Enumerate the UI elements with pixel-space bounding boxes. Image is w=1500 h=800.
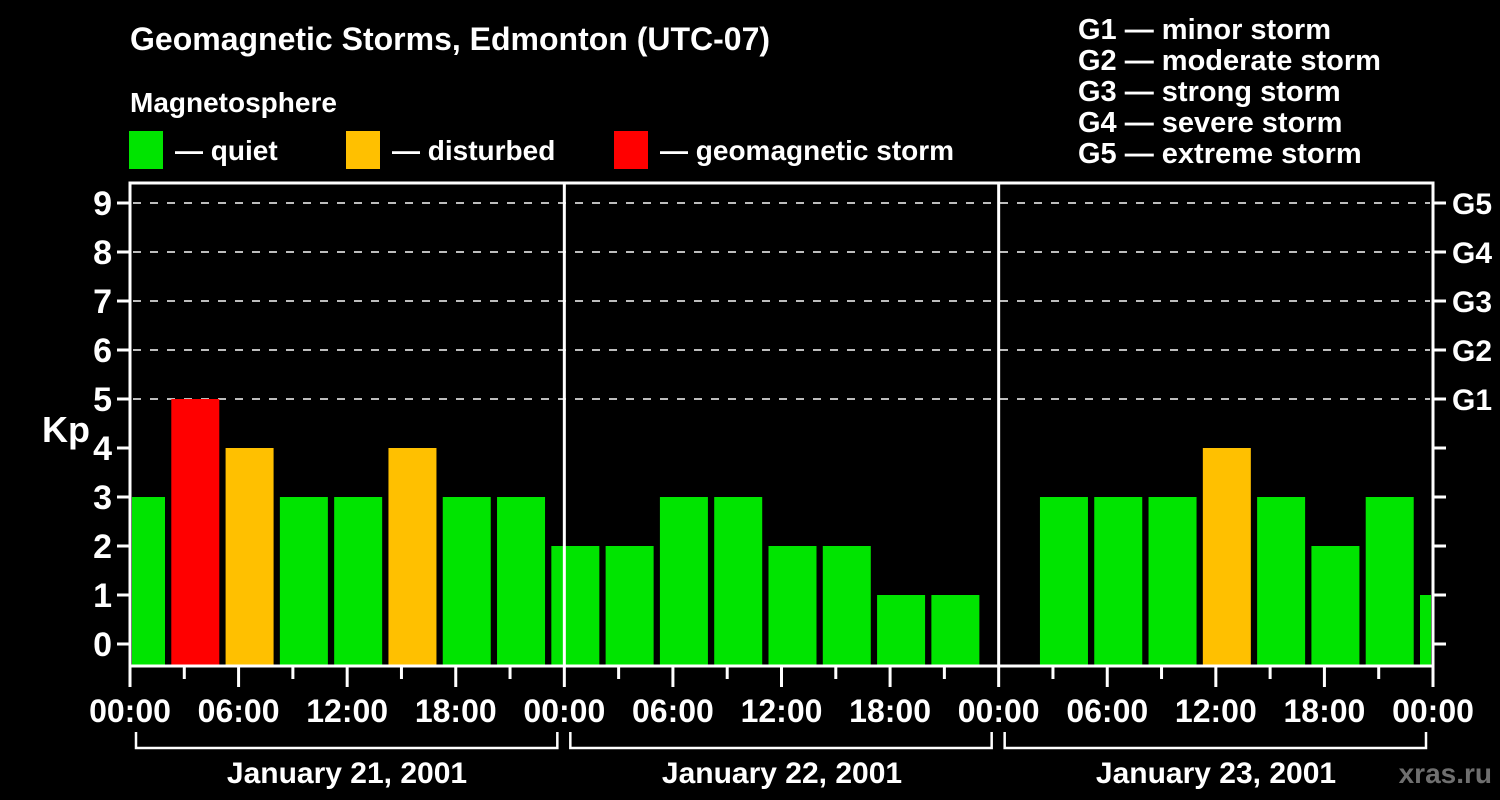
bar-hour-63-kp-3	[1257, 497, 1306, 666]
bar-hour-0-kp-3	[132, 497, 165, 666]
y-tick-label-1: 1	[93, 577, 112, 615]
x-tick-label-24h: 00:00	[523, 693, 605, 729]
g-scale-legend-line-1: G1 — minor storm	[1078, 14, 1331, 46]
g-scale-legend-line-3: G3 — strong storm	[1078, 76, 1341, 108]
axis-tick-labels: G1 G2 G3 G4 G5 0 1 2 3 4 5 6 7 8 9 00:00 06:00 12:00 18:00…	[89, 185, 1492, 729]
watermark: xras.ru	[1399, 758, 1492, 789]
bar-hour-21-kp-3	[497, 497, 546, 666]
y-tick-label-4: 4	[93, 430, 112, 468]
g-level-label-G2: G2	[1452, 335, 1492, 368]
date-label-day3: January 23, 2001	[1096, 757, 1336, 790]
bar-hour-42-kp-1	[877, 595, 926, 666]
x-tick-label-66h: 18:00	[1283, 693, 1365, 729]
x-tick-label-36h: 12:00	[741, 693, 823, 729]
bar-hour-18-kp-3	[442, 497, 491, 666]
bar-hour-27-kp-2	[605, 546, 654, 666]
x-tick-label-60h: 12:00	[1175, 693, 1257, 729]
day-bracket-2	[569, 732, 993, 750]
y-tick-label-6: 6	[93, 332, 112, 370]
x-tick-label-42h: 18:00	[849, 693, 931, 729]
legend-swatch-disturbed	[346, 131, 380, 169]
y-tick-label-8: 8	[93, 234, 112, 272]
bar-hour-45-kp-1	[931, 595, 980, 666]
legend-label-storm: — geomagnetic storm	[660, 135, 954, 166]
bar-hour-51-kp-3	[1039, 497, 1088, 666]
y-axis-label: Kp	[42, 409, 90, 450]
y-tick-label-2: 2	[93, 528, 112, 566]
bar-hour-36-kp-2	[768, 546, 817, 666]
gridlines	[133, 202, 1430, 400]
date-label-day1: January 21, 2001	[227, 757, 467, 790]
y-tick-label-7: 7	[93, 283, 112, 321]
g-scale-legend-line-5: G5 — extreme storm	[1078, 138, 1362, 170]
x-tick-label-30h: 06:00	[632, 693, 714, 729]
y-tick-label-9: 9	[93, 185, 112, 223]
kp-bars	[132, 399, 1431, 666]
legend-label-disturbed: — disturbed	[392, 135, 555, 166]
bar-hour-30-kp-3	[659, 497, 708, 666]
day-bracket-1	[134, 732, 559, 750]
legend-swatch-storm	[614, 131, 648, 169]
bar-hour-9-kp-3	[279, 497, 328, 666]
g-level-label-G4: G4	[1452, 237, 1492, 270]
y-tick-label-0: 0	[93, 626, 112, 664]
bar-hour-57-kp-3	[1148, 497, 1197, 666]
x-tick-label-6h: 06:00	[198, 693, 280, 729]
x-tick-label-0h: 00:00	[89, 693, 171, 729]
page-title: Geomagnetic Storms, Edmonton (UTC-07)	[130, 21, 770, 57]
bar-hour-54-kp-3	[1094, 497, 1143, 666]
day-brackets	[134, 732, 1428, 750]
status-legend: — quiet — disturbed — geomagnetic storm	[129, 131, 954, 169]
bar-hour-24-kp-2	[551, 546, 600, 666]
bar-hour-72-kp-1	[1420, 595, 1431, 666]
plot-frame-and-ticks	[117, 181, 1446, 687]
x-tick-label-18h: 18:00	[415, 693, 497, 729]
bar-hour-6-kp-4	[225, 448, 274, 666]
bar-hour-12-kp-3	[334, 497, 383, 666]
g-level-label-G3: G3	[1452, 286, 1492, 319]
g-scale-legend: G1 — minor storm G2 — moderate storm G3 …	[1078, 14, 1381, 170]
g-level-label-G1: G1	[1452, 384, 1492, 417]
legend-label-quiet: — quiet	[175, 135, 278, 166]
x-tick-label-48h: 00:00	[958, 693, 1040, 729]
g-scale-legend-line-4: G4 — severe storm	[1078, 107, 1342, 139]
legend-swatch-quiet	[129, 131, 163, 169]
day-bracket-3	[1003, 732, 1428, 750]
bar-hour-3-kp-5	[171, 399, 220, 666]
bar-hour-69-kp-3	[1365, 497, 1414, 666]
y-tick-label-3: 3	[93, 479, 112, 517]
x-tick-label-54h: 06:00	[1066, 693, 1148, 729]
bar-hour-33-kp-3	[714, 497, 763, 666]
x-tick-label-72h: 00:00	[1392, 693, 1474, 729]
chart-subtitle: Magnetosphere	[130, 87, 337, 118]
bar-hour-39-kp-2	[822, 546, 871, 666]
bar-hour-60-kp-4	[1202, 448, 1251, 666]
g-scale-legend-line-2: G2 — moderate storm	[1078, 45, 1381, 77]
g-level-label-G5: G5	[1452, 188, 1492, 221]
x-tick-label-12h: 12:00	[306, 693, 388, 729]
bar-hour-15-kp-4	[388, 448, 437, 666]
y-tick-label-5: 5	[93, 381, 112, 419]
bar-hour-66-kp-2	[1311, 546, 1360, 666]
date-label-day2: January 22, 2001	[662, 757, 902, 790]
